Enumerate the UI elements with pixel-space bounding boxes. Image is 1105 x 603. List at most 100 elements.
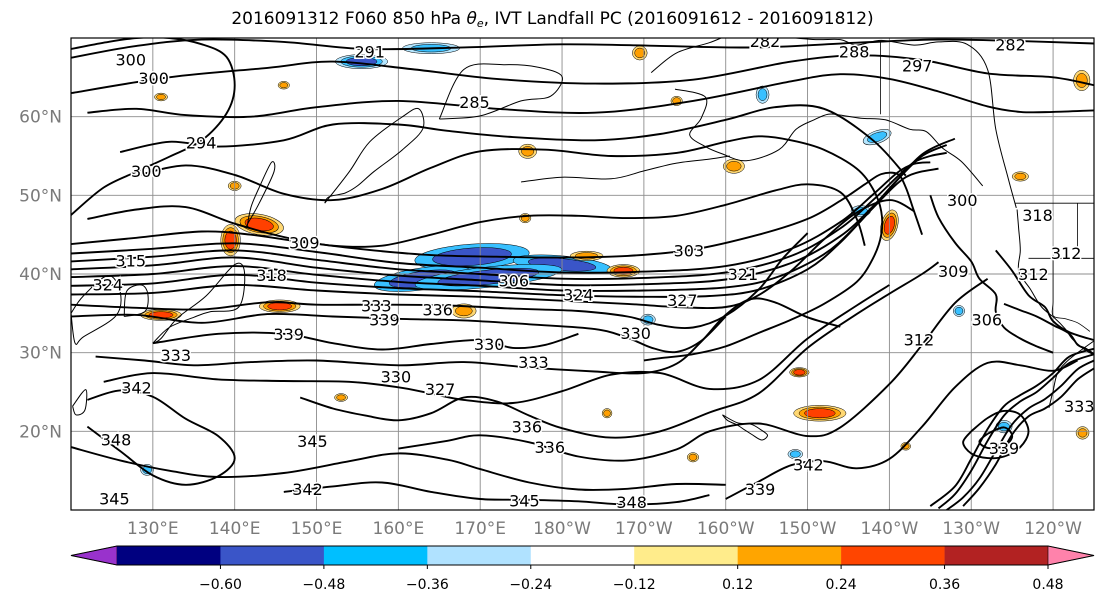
longitude-tick-label: 120°W: [1024, 519, 1082, 539]
theta-e-contour: [962, 409, 1030, 460]
theta-e-contour: [71, 199, 915, 309]
colorbar-tick-label: 0.12: [722, 577, 753, 593]
shaded-anomaly: [1075, 73, 1088, 88]
contour-label: 324: [563, 286, 594, 305]
contour-label: 309: [289, 234, 320, 253]
theta-e-contour: [71, 446, 726, 491]
coastline: [324, 107, 425, 204]
contour-label: 339: [273, 325, 304, 344]
contour-label: 288: [839, 42, 870, 61]
theta-e-contour: [725, 359, 1079, 500]
colorbar-tick-label: −0.24: [509, 577, 552, 593]
coastline: [246, 161, 276, 228]
contour-label: 306: [972, 311, 1003, 330]
colorbar-outline: [70, 545, 1095, 566]
theta-e-contour: [937, 353, 1094, 510]
contour-label: 285: [459, 93, 490, 112]
contour-label: 300: [131, 162, 162, 181]
coastline: [674, 88, 984, 187]
latitude-tick-label: 40°N: [19, 265, 62, 285]
theta-e-contour: [71, 151, 947, 280]
contour-label: 297: [902, 57, 933, 76]
latitude-tick-label: 60°N: [19, 108, 62, 128]
theta-e-contour: [87, 73, 1094, 119]
longitude-tick-label: 170°E: [454, 519, 506, 539]
theta-e-contour: [87, 183, 866, 248]
contour-label: 345: [297, 432, 328, 451]
contour-label: 348: [101, 430, 132, 449]
theta-e-contour: [95, 297, 841, 375]
ivt-pc-shading: [140, 42, 1091, 476]
coastline: [72, 389, 88, 416]
shaded-anomaly: [455, 305, 473, 317]
title-theta-symbol: θ: [466, 9, 477, 29]
longitude-tick-label: 180°W: [533, 519, 591, 539]
contour-label: 327: [425, 380, 456, 399]
contour-label: 336: [512, 418, 543, 437]
colorbar-tick-label: −0.12: [613, 577, 656, 593]
contour-label: 330: [620, 324, 651, 343]
theta-e-contour: [71, 54, 1094, 95]
contour-label: 312: [1051, 244, 1082, 263]
contour-label: 339: [989, 439, 1020, 458]
shaded-anomaly: [726, 161, 742, 172]
colorbar-tick-label: 0.48: [1032, 577, 1063, 593]
colorbar-swatch: [427, 546, 532, 565]
contour-label: 336: [534, 438, 565, 457]
contour-label: 342: [292, 480, 323, 499]
shaded-anomaly: [279, 82, 289, 89]
title-prefix: 2016091312 F060 850 hPa: [231, 9, 467, 29]
latitude-tick-label: 50°N: [19, 186, 62, 206]
contour-label: 294: [186, 134, 217, 153]
longitude-tick-label: 140°E: [209, 519, 261, 539]
colorbar-swatch: [530, 546, 635, 565]
theta-e-contour: [929, 194, 1054, 354]
colorbar-tick-label: 0.24: [826, 577, 857, 593]
latitude-tick-label: 30°N: [19, 344, 62, 364]
colorbar-tick-label: −0.48: [302, 577, 345, 593]
contour-label: 306: [498, 271, 529, 290]
longitude-tick-label: 140°W: [861, 519, 919, 539]
contour-label: 345: [509, 492, 540, 511]
longitude-tick-label: 160°E: [373, 519, 425, 539]
theta-e-contour: [995, 249, 1094, 342]
shaded-anomaly: [954, 306, 964, 316]
contour-label: 336: [422, 300, 453, 319]
shaded-anomaly: [603, 409, 611, 417]
shaded-anomaly: [793, 369, 806, 376]
axis-tick-labels: 130°E 140°E 150°E 160°E 170°E 180°W 170°W 160°W…: [19, 108, 1082, 539]
shaded-anomaly: [521, 146, 535, 157]
theta-e-contour: [103, 284, 890, 405]
colorbar-tick-label: 0.36: [929, 577, 960, 593]
theta-e-contour: [71, 167, 939, 298]
contour-label: 312: [1018, 265, 1049, 284]
contour-label: 318: [256, 266, 287, 285]
theta-e-contour: [1003, 303, 1094, 355]
shaded-anomaly: [789, 450, 801, 458]
coastline: [650, 38, 1017, 209]
map-frame: [70, 37, 1095, 511]
contour-label: 339: [369, 311, 400, 330]
shaded-anomaly: [224, 230, 237, 250]
theta-e-contour: [152, 331, 579, 351]
theta-e-contour: [978, 426, 1014, 450]
longitude-tick-label: 150°W: [779, 519, 837, 539]
theta-e-contour: [71, 38, 236, 216]
contour-label: 318: [1022, 206, 1053, 225]
contour-label: 282: [750, 32, 781, 51]
contour-label: 342: [793, 455, 824, 474]
contour-label: 333: [361, 297, 392, 316]
coastline: [438, 63, 563, 120]
theta-e-contour: [71, 38, 1094, 59]
shaded-anomaly: [688, 453, 698, 461]
shaded-anomaly: [613, 266, 634, 275]
shaded-anomaly: [1014, 172, 1027, 181]
longitude-tick-label: 130°W: [942, 519, 1000, 539]
shaded-anomaly: [1077, 428, 1088, 438]
theta-e-contour: [962, 367, 1094, 507]
theta-e-contour: [299, 261, 940, 439]
colorbar: −0.60 −0.48 −0.36 −0.24 −0.12 0.12 0.24 0.36 0.4…: [70, 545, 1095, 593]
shaded-anomaly: [757, 88, 768, 101]
